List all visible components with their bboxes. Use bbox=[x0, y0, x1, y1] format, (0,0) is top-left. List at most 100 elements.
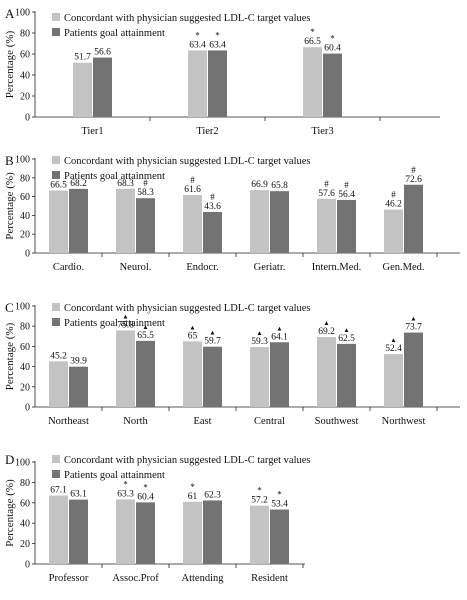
bar-goal-attainment bbox=[69, 499, 88, 564]
data-label: 62.5 bbox=[338, 334, 355, 344]
bar-concordant bbox=[49, 361, 68, 407]
chart-panel-a: A Percentage (%) 0 20 40 60 80 100 Tier1 51.756.6… bbox=[4, 6, 440, 137]
x-tick-label: Central bbox=[254, 416, 285, 427]
significance-marker: * bbox=[190, 482, 195, 492]
data-label: 66.9 bbox=[251, 180, 268, 190]
x-tick-label: Northwest bbox=[382, 416, 426, 427]
data-label: 57.6 bbox=[318, 189, 335, 199]
data-label: 72.6 bbox=[405, 175, 422, 185]
x-tick-label: North bbox=[123, 416, 148, 427]
significance-marker: # bbox=[190, 175, 195, 185]
data-label: 39.9 bbox=[70, 357, 87, 367]
legend-swatch bbox=[52, 318, 60, 326]
y-tick-label: 60 bbox=[20, 192, 30, 203]
y-tick-label: 0 bbox=[25, 403, 30, 414]
significance-marker: * bbox=[310, 27, 315, 37]
legend-swatch bbox=[52, 303, 60, 311]
y-axis-label: Percentage (%) bbox=[4, 479, 16, 547]
data-label: 61 bbox=[188, 492, 198, 502]
data-label: 51.7 bbox=[74, 53, 91, 63]
x-tick-label: Southwest bbox=[315, 416, 359, 427]
bar-goal-attainment bbox=[69, 366, 88, 407]
bar-goal-attainment bbox=[203, 212, 222, 253]
significance-marker: * bbox=[123, 479, 128, 489]
x-tick-label: Attending bbox=[182, 573, 225, 584]
significance-marker: ▲ bbox=[142, 324, 148, 331]
significance-marker: ▲ bbox=[323, 320, 329, 327]
y-tick-label: 60 bbox=[20, 498, 30, 509]
y-tick-label: 60 bbox=[20, 50, 30, 61]
significance-marker: ▲ bbox=[276, 325, 282, 332]
significance-marker: # bbox=[391, 190, 396, 200]
data-label: 73.7 bbox=[405, 323, 422, 333]
data-label: 65 bbox=[188, 331, 198, 341]
data-label: 63.4 bbox=[209, 40, 226, 50]
legend-swatch bbox=[52, 171, 60, 179]
data-label: 61.6 bbox=[184, 185, 201, 195]
y-tick-label: 100 bbox=[15, 155, 30, 166]
legend-label: Concordant with physician suggested LDL-… bbox=[64, 303, 311, 314]
y-tick-label: 40 bbox=[20, 211, 30, 222]
legend-swatch bbox=[52, 470, 60, 478]
data-label: 52.4 bbox=[385, 344, 402, 354]
data-label: 63.1 bbox=[70, 490, 87, 500]
bar-concordant bbox=[250, 505, 269, 564]
bar-concordant bbox=[183, 341, 202, 407]
x-tick-label: Assoc.Prof bbox=[112, 573, 159, 584]
y-tick-label: 80 bbox=[20, 29, 30, 40]
bar-goal-attainment bbox=[93, 57, 112, 117]
data-label: 57.2 bbox=[251, 496, 268, 506]
panel-letter: B bbox=[5, 153, 14, 168]
bar-goal-attainment bbox=[404, 184, 423, 253]
y-axis-label: Percentage (%) bbox=[4, 30, 16, 98]
data-label: 66.5 bbox=[304, 37, 321, 47]
y-axis-label: Percentage (%) bbox=[4, 172, 16, 240]
significance-marker: # bbox=[143, 178, 148, 188]
bar-concordant bbox=[250, 190, 269, 253]
significance-marker: * bbox=[257, 486, 262, 496]
panel-letter: D bbox=[5, 452, 14, 467]
data-label: 56.6 bbox=[94, 48, 111, 58]
x-tick-label: Cardio. bbox=[53, 262, 84, 273]
bar-concordant bbox=[317, 337, 336, 407]
panel-letter: A bbox=[5, 6, 15, 21]
x-tick-label: Professor bbox=[49, 573, 89, 584]
significance-marker: * bbox=[215, 30, 220, 40]
y-tick-label: 20 bbox=[20, 539, 30, 550]
bar-concordant bbox=[73, 62, 92, 117]
bar-goal-attainment bbox=[270, 509, 289, 564]
bar-goal-attainment bbox=[136, 502, 155, 564]
data-label: 63.4 bbox=[189, 40, 206, 50]
legend-swatch bbox=[52, 13, 60, 21]
data-label: 43.6 bbox=[204, 202, 221, 212]
y-tick-label: 100 bbox=[15, 8, 30, 19]
bar-concordant bbox=[384, 354, 403, 407]
legend-label: Concordant with physician suggested LDL-… bbox=[64, 13, 311, 24]
x-tick-label: Tier3 bbox=[311, 126, 333, 137]
significance-marker: * bbox=[143, 482, 148, 492]
y-tick-label: 20 bbox=[20, 230, 30, 241]
legend-swatch bbox=[52, 28, 60, 36]
y-tick-label: 20 bbox=[20, 92, 30, 103]
bar-goal-attainment bbox=[136, 340, 155, 407]
bar-concordant bbox=[49, 190, 68, 253]
data-label: 59.7 bbox=[204, 337, 221, 347]
legend-label: Concordant with physician suggested LDL-… bbox=[64, 455, 311, 466]
legend-label: Patients goal attainment bbox=[64, 28, 165, 39]
bar-concordant bbox=[250, 347, 269, 407]
bar-goal-attainment bbox=[208, 50, 227, 117]
data-label: 46.2 bbox=[385, 200, 402, 210]
y-axis-label: Percentage (%) bbox=[4, 322, 16, 390]
data-label: 53.4 bbox=[271, 500, 288, 510]
x-tick-label: Northeast bbox=[48, 416, 89, 427]
x-tick-label: Neurol. bbox=[120, 262, 152, 273]
bar-goal-attainment bbox=[404, 332, 423, 407]
panel-letter: C bbox=[5, 300, 14, 315]
bar-goal-attainment bbox=[270, 191, 289, 253]
significance-marker: ▲ bbox=[390, 337, 396, 344]
significance-marker: ▲ bbox=[122, 313, 128, 320]
significance-marker: # bbox=[411, 165, 416, 175]
y-tick-label: 40 bbox=[20, 362, 30, 373]
bar-concordant bbox=[183, 195, 202, 253]
